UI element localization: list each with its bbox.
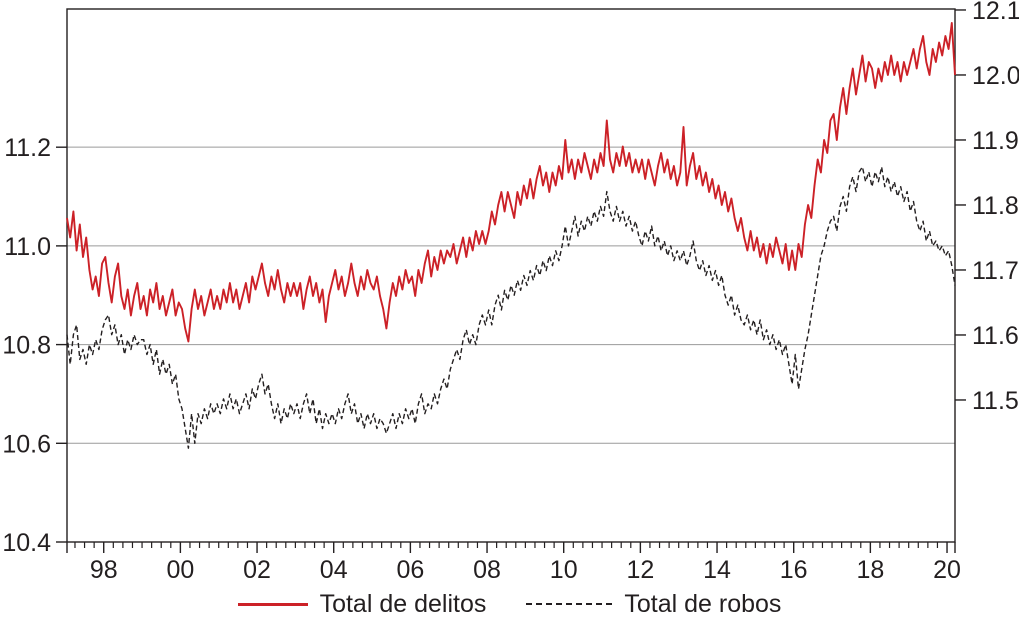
left-axis-tick-label: 10.4 (2, 529, 51, 557)
delitos-line-sample-icon (237, 602, 308, 606)
x-axis-tick-label: 16 (780, 556, 808, 584)
x-axis-tick-label: 08 (473, 556, 501, 584)
x-axis-tick-label: 00 (166, 556, 194, 584)
x-axis-tick-label: 98 (90, 556, 118, 584)
chart-legend: Total de delitos Total de robos (0, 588, 1019, 620)
legend-item-robos: Total de robos (526, 589, 782, 618)
left-axis-tick-label: 11.0 (4, 233, 51, 261)
right-axis-tick-label: 11.6 (972, 322, 1019, 350)
series-line-robos (66, 166, 956, 449)
plot-frame (66, 8, 956, 543)
x-axis-tick-label: 04 (320, 556, 348, 584)
robos-line-sample-icon (526, 603, 613, 605)
left-axis-tick-label: 10.6 (2, 430, 51, 458)
left-axis-tick-label: 10.8 (2, 332, 51, 360)
right-axis-tick-label: 11.8 (972, 192, 1019, 220)
right-axis-tick-label: 11.5 (972, 387, 1019, 415)
x-axis-tick-label: 10 (550, 556, 578, 584)
legend-item-delitos: Total de delitos (237, 589, 487, 618)
legend-label-delitos: Total de delitos (319, 589, 487, 618)
right-axis-tick-label: 11.7 (972, 257, 1019, 285)
right-axis-tick-label: 11.9 (972, 127, 1019, 155)
x-axis-tick-label: 18 (856, 556, 884, 584)
right-axis-tick-label: 12.1 (972, 0, 1019, 25)
x-axis-tick-label: 06 (396, 556, 424, 584)
x-axis-tick-label: 12 (626, 556, 654, 584)
x-axis-tick-label: 14 (703, 556, 731, 584)
legend-label-robos: Total de robos (624, 589, 782, 618)
x-axis-tick-label: 02 (243, 556, 271, 584)
right-axis-tick-label: 12.0 (972, 62, 1019, 90)
left-axis-tick-label: 11.2 (4, 134, 51, 162)
x-axis-tick-label: 20 (933, 556, 961, 584)
series-line-delitos (66, 22, 956, 343)
